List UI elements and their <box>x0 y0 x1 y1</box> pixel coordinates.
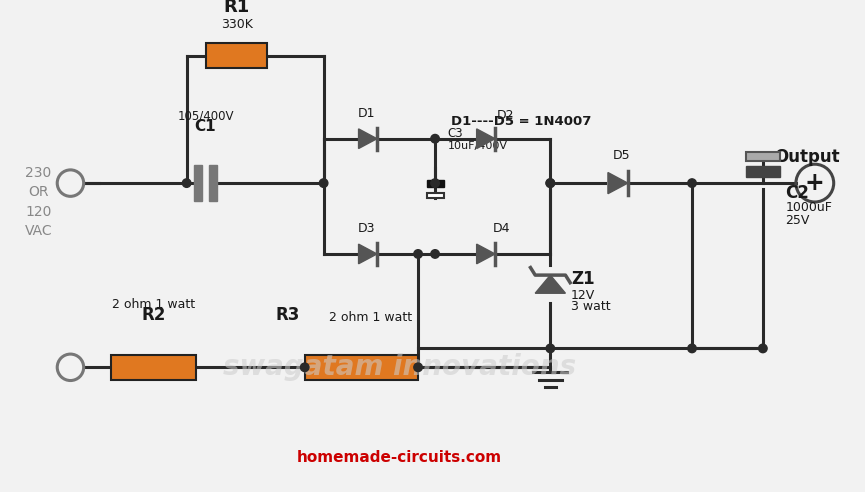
Text: D5: D5 <box>612 150 630 162</box>
Circle shape <box>688 179 696 187</box>
Text: C2: C2 <box>785 184 810 202</box>
Text: C3: C3 <box>447 127 463 141</box>
Polygon shape <box>477 129 495 149</box>
Polygon shape <box>359 244 377 264</box>
Text: R1: R1 <box>223 0 250 16</box>
Text: Output: Output <box>774 148 840 166</box>
Circle shape <box>431 250 439 258</box>
Circle shape <box>413 363 422 371</box>
Text: 230
OR
120
VAC: 230 OR 120 VAC <box>24 166 52 238</box>
Polygon shape <box>359 129 377 149</box>
Text: D1: D1 <box>357 107 375 120</box>
Text: 105/400V: 105/400V <box>177 110 234 123</box>
Text: 10uF/400V: 10uF/400V <box>447 141 508 151</box>
Polygon shape <box>608 173 628 194</box>
Bar <box>209 165 217 201</box>
Circle shape <box>546 344 554 353</box>
Text: 12V: 12V <box>571 289 595 302</box>
Text: 3 watt: 3 watt <box>571 300 611 313</box>
Circle shape <box>413 250 422 258</box>
Bar <box>746 152 780 161</box>
Text: swagatam innovations: swagatam innovations <box>222 353 576 381</box>
Text: 2 ohm 1 watt: 2 ohm 1 watt <box>112 298 195 310</box>
Bar <box>426 193 444 198</box>
Text: D1----D5 = 1N4007: D1----D5 = 1N4007 <box>452 115 592 128</box>
Text: 1000uF: 1000uF <box>785 201 832 214</box>
Text: D3: D3 <box>357 222 375 235</box>
Circle shape <box>759 344 767 353</box>
Circle shape <box>319 179 328 187</box>
FancyBboxPatch shape <box>304 355 418 380</box>
Circle shape <box>431 179 439 187</box>
Text: +: + <box>805 171 824 195</box>
Circle shape <box>546 179 554 187</box>
Text: D4: D4 <box>493 222 510 235</box>
Text: R2: R2 <box>141 306 166 324</box>
Bar <box>426 180 444 187</box>
FancyBboxPatch shape <box>111 355 196 380</box>
Polygon shape <box>477 244 495 264</box>
Bar <box>195 165 202 201</box>
Text: C1: C1 <box>195 119 216 134</box>
Circle shape <box>431 134 439 143</box>
Circle shape <box>300 363 309 371</box>
Circle shape <box>183 179 191 187</box>
Bar <box>746 166 780 178</box>
Text: 330K: 330K <box>221 18 253 31</box>
Text: Z1: Z1 <box>571 271 595 288</box>
Circle shape <box>546 179 554 187</box>
Circle shape <box>688 344 696 353</box>
Text: homemade-circuits.com: homemade-circuits.com <box>297 450 502 464</box>
FancyBboxPatch shape <box>207 43 267 68</box>
Polygon shape <box>535 275 566 293</box>
Text: D2: D2 <box>497 109 514 122</box>
Text: R3: R3 <box>276 306 300 324</box>
Text: 2 ohm 1 watt: 2 ohm 1 watt <box>330 311 413 324</box>
Text: 25V: 25V <box>785 215 810 227</box>
